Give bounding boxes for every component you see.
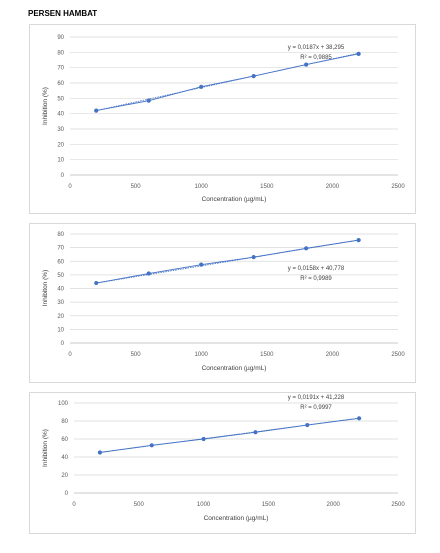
x-tick-label: 1000: [195, 352, 209, 358]
data-point: [97, 450, 103, 455]
y-axis-title: Inhibition (%): [42, 429, 49, 467]
y-axis-title: Inhibition (%): [42, 87, 49, 125]
data-point: [149, 443, 154, 448]
page-heading: PERSEN HAMBAT: [28, 9, 98, 18]
y-tick-label: 90: [57, 35, 64, 41]
x-tick-label: 1500: [260, 184, 274, 190]
data-point: [356, 238, 361, 243]
y-tick-label: 20: [57, 314, 64, 320]
y-tick-label: 0: [61, 173, 65, 179]
y-tick-label: 0: [61, 341, 65, 347]
x-tick-label: 1500: [262, 502, 276, 508]
y-tick-label: 60: [57, 81, 64, 87]
x-tick-label: 0: [72, 502, 76, 508]
x-tick-label: 500: [131, 184, 142, 190]
x-axis-title: Concentration (µg/mL): [204, 515, 269, 522]
x-tick-label: 1500: [260, 352, 274, 358]
y-tick-label: 10: [57, 158, 64, 164]
x-tick-label: 2000: [326, 184, 340, 190]
chart-1: 0 10 20 30 40 50 60 70 80 90 0 500 1000 1500 2000 2500 y…: [42, 35, 405, 203]
data-point: [201, 436, 206, 442]
x-tick-label: 500: [131, 352, 142, 358]
y-tick-label: 20: [57, 142, 64, 148]
y-tick-label: 50: [57, 273, 64, 279]
y-tick-label: 0: [65, 491, 69, 497]
data-point: [304, 62, 309, 67]
y-tick-label: 40: [57, 287, 64, 293]
y-tick-label: 80: [57, 232, 64, 238]
y-tick-label: 80: [57, 50, 64, 56]
y-tick-label: 10: [57, 327, 64, 333]
data-point: [357, 416, 362, 421]
x-tick-label: 2000: [326, 352, 340, 358]
data-point: [94, 108, 99, 113]
y-tick-label: 60: [57, 259, 64, 265]
trendline-r2: R² = 0,9989: [300, 276, 332, 282]
trendline-equation: y = 0,0187x + 38,295: [288, 45, 345, 51]
y-tick-label: 80: [61, 419, 68, 425]
trendline: [96, 239, 359, 284]
data-point: [304, 246, 309, 251]
data-point: [305, 422, 310, 428]
y-tick-label: 70: [57, 246, 64, 252]
x-axis-title: Concentration (µg/mL): [202, 196, 267, 203]
trendline-r2: R² = 0,9885: [300, 55, 332, 61]
x-tick-label: 2000: [327, 502, 341, 508]
trendline-r2: R² = 0,9997: [300, 405, 332, 411]
trendline-equation: y = 0,0191x + 41,228: [288, 395, 345, 401]
data-point: [253, 430, 258, 435]
y-tick-label: 50: [57, 96, 64, 102]
data-point: [94, 280, 99, 286]
data-point: [199, 262, 204, 267]
trendline-equation: y = 0,0158x + 40,778: [288, 266, 345, 272]
chart-panel-2: 0 10 20 30 40 50 60 70 80 0 500 1000 1500 2000 2500 y =…: [29, 223, 416, 383]
x-tick-label: 0: [68, 184, 72, 190]
data-point: [199, 84, 204, 89]
y-tick-label: 60: [61, 437, 68, 443]
series-line: [96, 53, 359, 112]
chart-panel-1: 0 10 20 30 40 50 60 70 80 90 0 500 1000 1500 2000 2500 y…: [29, 24, 416, 214]
data-point: [356, 51, 361, 56]
data-point: [251, 74, 256, 79]
data-point: [146, 271, 151, 276]
series-line: [99, 417, 360, 453]
x-tick-label: 2500: [391, 502, 405, 508]
x-tick-label: 2500: [391, 352, 405, 358]
y-tick-label: 100: [58, 401, 69, 407]
chart-panel-3: 0 20 40 60 80 100 0 500 1000 1500 2000 2500 y = 0,01…: [29, 392, 416, 534]
y-tick-label: 40: [57, 112, 64, 118]
y-tick-label: 30: [57, 300, 64, 306]
x-tick-label: 1000: [197, 502, 211, 508]
y-tick-label: 70: [57, 66, 64, 72]
y-tick-label: 40: [61, 455, 68, 461]
chart-2: 0 10 20 30 40 50 60 70 80 0 500 1000 1500 2000 2500 y =…: [42, 232, 405, 372]
x-tick-label: 0: [68, 352, 72, 358]
y-tick-label: 20: [61, 473, 68, 479]
x-tick-label: 500: [134, 502, 145, 508]
y-axis-title: Inhibiton (%): [42, 270, 49, 307]
x-axis-title: Concentration (µg/mL): [202, 365, 267, 372]
x-tick-label: 2500: [391, 184, 405, 190]
y-tick-label: 30: [57, 127, 64, 133]
data-point: [251, 255, 256, 260]
series-line: [96, 239, 359, 284]
x-tick-label: 1000: [195, 184, 209, 190]
data-point: [146, 98, 151, 103]
